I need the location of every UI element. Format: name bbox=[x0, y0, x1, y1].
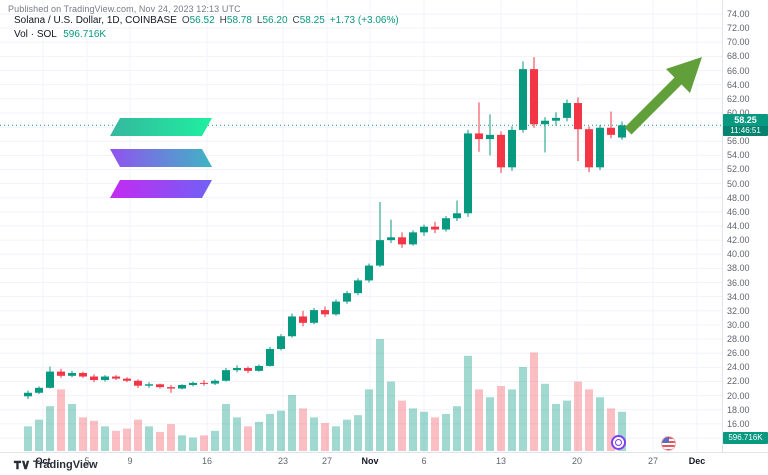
solana-bar-top bbox=[110, 118, 212, 136]
volume-axis-tag: 596.716K bbox=[723, 432, 768, 444]
price-tick-label: 40.00 bbox=[727, 249, 750, 260]
price-tick-label: 32.00 bbox=[727, 305, 750, 316]
price-tick-label: 28.00 bbox=[727, 334, 750, 345]
tradingview-wordmark: TradingView bbox=[33, 459, 98, 471]
tradingview-icon bbox=[13, 460, 29, 470]
clock-event-icon[interactable] bbox=[611, 435, 626, 450]
solana-logo bbox=[110, 118, 212, 198]
time-tick-label: 20 bbox=[571, 456, 582, 466]
time-tick-label: Oct bbox=[35, 456, 51, 466]
ohlc-open: O56.52 bbox=[181, 15, 215, 26]
solana-bar-bottom bbox=[110, 180, 212, 198]
price-tick-label: 72.00 bbox=[727, 23, 750, 34]
price-tick-label: 42.00 bbox=[727, 235, 750, 246]
ohlc-low: L56.20 bbox=[256, 15, 288, 26]
price-tick-label: 26.00 bbox=[727, 348, 750, 359]
price-tick-label: 20.00 bbox=[727, 390, 750, 401]
volume-value: 596.716K bbox=[63, 29, 107, 40]
price-tick-label: 74.00 bbox=[727, 9, 750, 19]
price-tick-label: 68.00 bbox=[727, 51, 750, 62]
last-price-value: 58.25 bbox=[734, 115, 757, 126]
price-tick-label: 56.00 bbox=[727, 136, 750, 147]
price-tick-label: 48.00 bbox=[727, 192, 750, 203]
published-note: Published on TradingView.com, Nov 24, 20… bbox=[8, 4, 241, 14]
volume-row: Vol · SOL 596.716K bbox=[14, 29, 399, 41]
price-tick-label: 66.00 bbox=[727, 65, 750, 76]
price-tick-label: 18.00 bbox=[727, 404, 750, 415]
trend-arrow bbox=[624, 57, 702, 135]
price-tick-label: 64.00 bbox=[727, 79, 750, 90]
price-tick-label: 38.00 bbox=[727, 263, 750, 274]
time-tick-label: 13 bbox=[495, 456, 506, 466]
price-tick-label: 36.00 bbox=[727, 277, 750, 288]
price-tick-label: 54.00 bbox=[727, 150, 750, 161]
us-flag-holiday-icon[interactable] bbox=[661, 436, 676, 451]
last-price-tag: 58.25 11:46:51 bbox=[723, 114, 768, 137]
time-tick-label: 27 bbox=[321, 456, 332, 466]
price-tick-label: 22.00 bbox=[727, 376, 750, 387]
time-tick-label: 16 bbox=[201, 456, 212, 466]
price-tick-label: 50.00 bbox=[727, 178, 750, 189]
price-tick-label: 60.00 bbox=[727, 107, 750, 118]
volume-separator: · bbox=[30, 29, 35, 40]
ohlc-close: C58.25 bbox=[292, 15, 325, 26]
price-tick-label: 52.00 bbox=[727, 164, 750, 175]
volume-label: Vol bbox=[14, 29, 28, 40]
time-tick-label: 23 bbox=[277, 456, 288, 466]
bar-countdown: 11:46:51 bbox=[723, 126, 768, 137]
price-tick-label: 44.00 bbox=[727, 221, 750, 231]
time-tick-label: Nov bbox=[361, 456, 379, 466]
time-tick-label: 6 bbox=[421, 456, 427, 466]
chart-legend: Solana / U.S. Dollar, 1D, COINBASE O56.52… bbox=[14, 15, 399, 43]
time-tick-label: 27 bbox=[647, 456, 658, 466]
price-tick-label: 70.00 bbox=[727, 37, 750, 48]
time-tick-label: Dec bbox=[688, 456, 706, 466]
ohlc-high: H58.78 bbox=[219, 15, 252, 26]
price-tick-label: 62.00 bbox=[727, 93, 750, 104]
time-tick-label: 9 bbox=[127, 456, 133, 466]
price-tick-label: 24.00 bbox=[727, 362, 750, 373]
volume-symbol: SOL bbox=[36, 29, 57, 40]
price-tick-label: 16.00 bbox=[727, 418, 750, 429]
price-tick-label: 30.00 bbox=[727, 319, 750, 330]
price-tick-label: 46.00 bbox=[727, 206, 750, 217]
price-tick-label: 34.00 bbox=[727, 291, 750, 302]
tradingview-attribution[interactable]: TradingView bbox=[13, 459, 98, 471]
change-value: +1.73 (+3.06%) bbox=[329, 15, 399, 26]
price-axis-separator bbox=[722, 0, 723, 452]
symbol-title[interactable]: Solana / U.S. Dollar, 1D, COINBASE bbox=[14, 15, 177, 26]
time-axis-separator bbox=[0, 452, 768, 453]
solana-bar-middle bbox=[110, 149, 212, 167]
time-tick-label: 5 bbox=[84, 456, 90, 466]
